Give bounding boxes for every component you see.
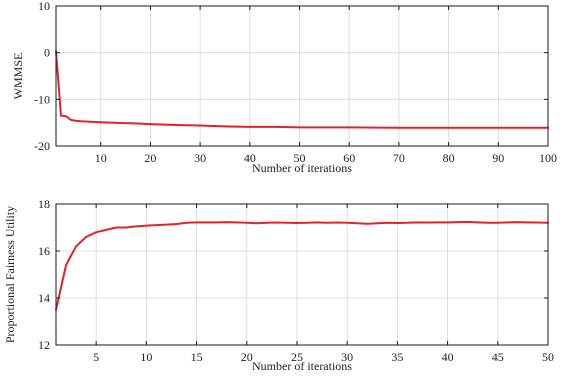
x-tick-label: 10 xyxy=(140,350,152,364)
x-tick-label: 60 xyxy=(343,151,355,165)
x-tick-label: 80 xyxy=(443,151,455,165)
y-tick-label: 14 xyxy=(38,291,50,305)
x-tick-label: 10 xyxy=(95,151,107,165)
x-tick-label: 45 xyxy=(492,350,504,364)
x-tick-label: 90 xyxy=(492,151,504,165)
plot-frame xyxy=(55,5,549,147)
x-axis-label: Number of iterations xyxy=(252,359,352,373)
x-tick-label: 30 xyxy=(341,350,353,364)
series-line xyxy=(55,50,549,129)
y-tick-label: 12 xyxy=(38,338,50,352)
y-tick-label: -20 xyxy=(34,139,50,153)
x-tick-label: 20 xyxy=(144,151,156,165)
plot-frame xyxy=(55,203,549,346)
y-axis-label: WMMSE xyxy=(11,53,25,100)
x-tick-label: 5 xyxy=(93,350,99,364)
y-axis-label: Proportional Fairness Utility xyxy=(3,206,17,343)
series-line xyxy=(55,220,549,311)
x-tick-label: 30 xyxy=(194,151,206,165)
x-tick-label: 20 xyxy=(241,350,253,364)
x-tick-label: 50 xyxy=(542,350,554,364)
y-tick-label: 0 xyxy=(44,46,50,60)
fairness-utility-chart: 5 10 15 20 25 30 35 40 45 50 12 14 16 18 Number of ite… xyxy=(3,197,554,373)
wmmse-chart: 10 20 30 40 50 60 70 80 90 100 -20 -10 0 10 Number of … xyxy=(11,0,557,175)
x-tick-label: 100 xyxy=(539,151,557,165)
x-tick-label: 70 xyxy=(393,151,405,165)
x-tick-label: 25 xyxy=(291,350,303,364)
x-tick-label: 35 xyxy=(391,350,403,364)
x-tick-label: 50 xyxy=(294,151,306,165)
x-tick-label: 40 xyxy=(442,350,454,364)
x-axis-label: Number of iterations xyxy=(252,161,352,175)
y-tick-label: -10 xyxy=(34,92,50,106)
x-tick-label: 40 xyxy=(244,151,256,165)
y-tick-label: 18 xyxy=(38,197,50,211)
x-tick-label: 15 xyxy=(191,350,203,364)
y-tick-label: 16 xyxy=(38,244,50,258)
y-tick-label: 10 xyxy=(38,0,50,13)
